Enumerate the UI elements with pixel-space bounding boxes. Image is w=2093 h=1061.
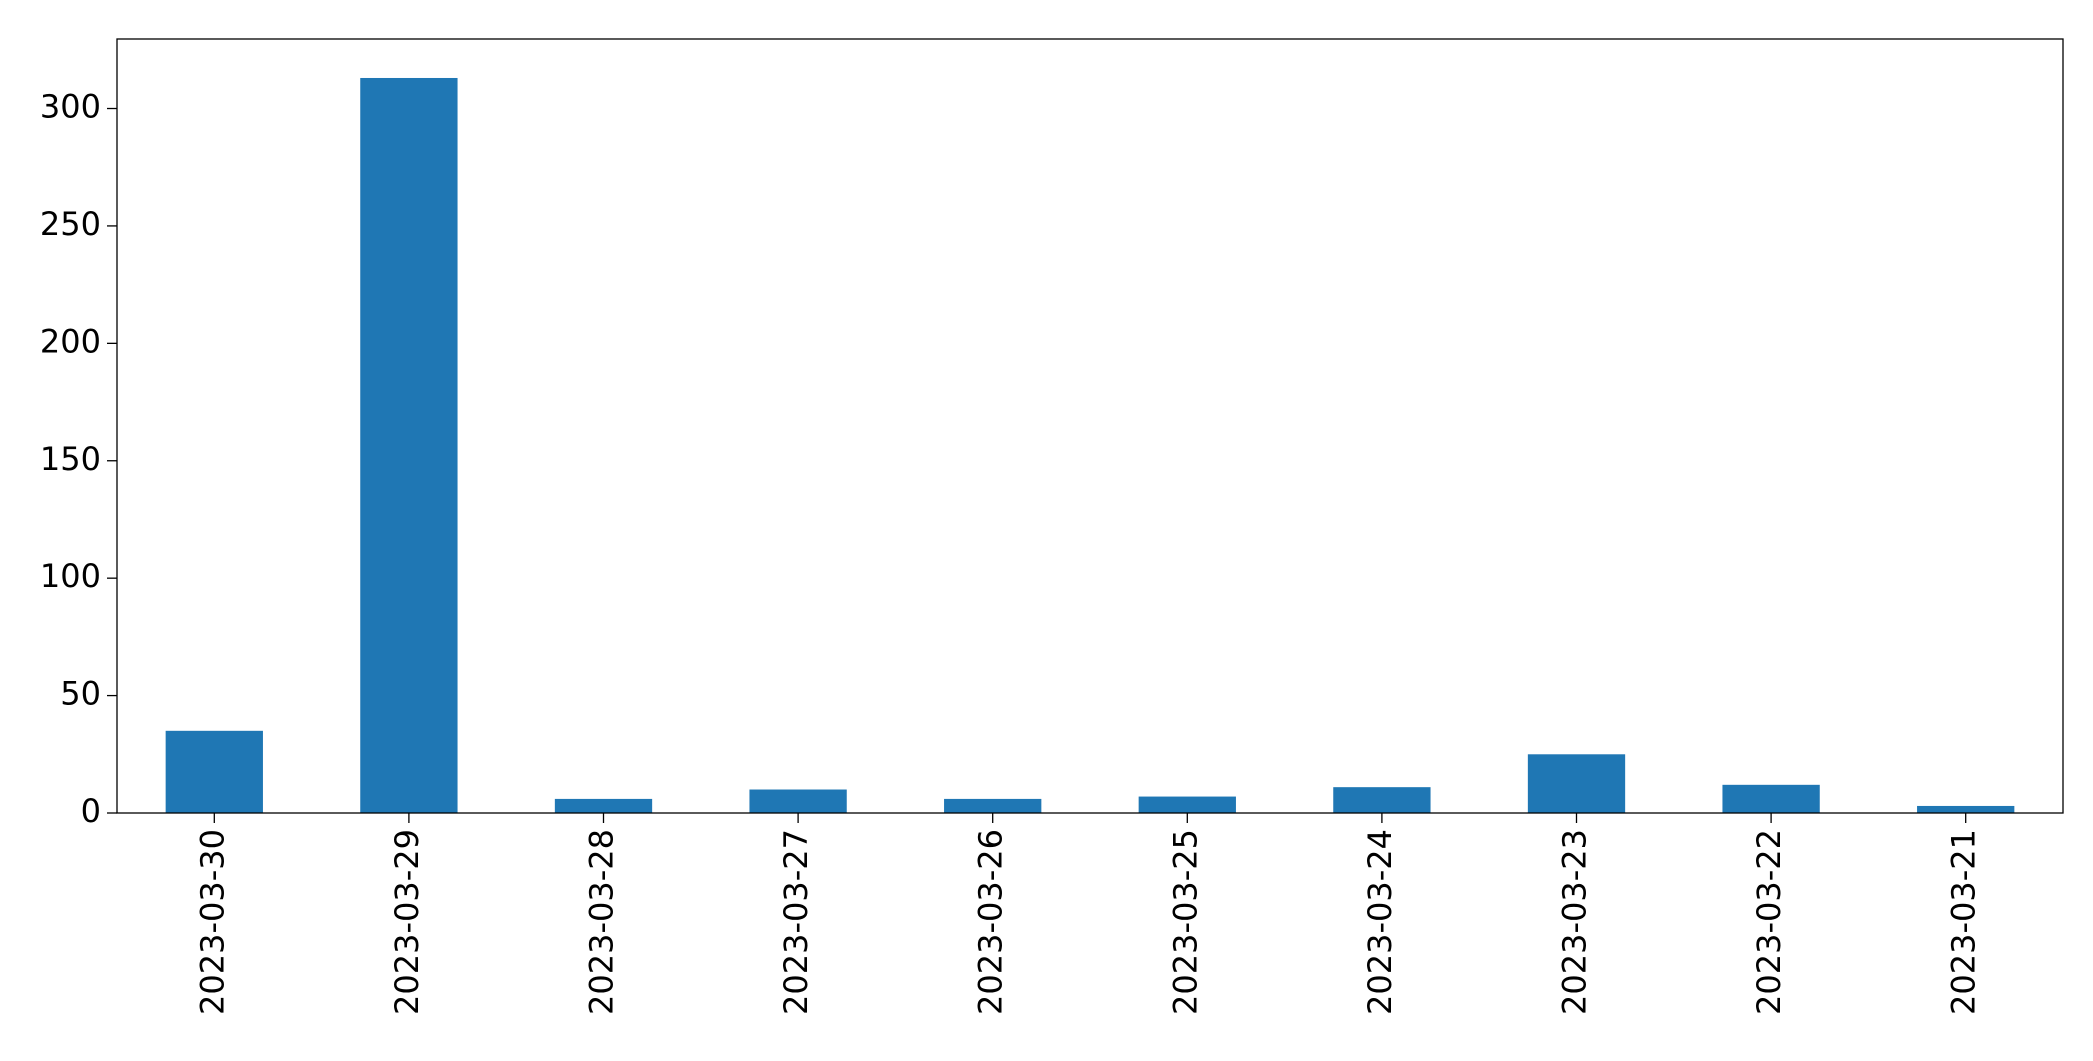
- y-tick-label: 0: [81, 792, 101, 830]
- bar: [360, 77, 458, 813]
- bar: [749, 789, 847, 813]
- bar: [1917, 805, 2015, 813]
- x-tick-label: 2023-03-26: [972, 829, 1010, 1015]
- bar: [554, 798, 653, 813]
- x-tick-label: 2023-03-23: [1556, 829, 1594, 1015]
- bar: [165, 730, 263, 813]
- bar: [1527, 754, 1626, 813]
- x-tick-label: 2023-03-28: [583, 829, 621, 1015]
- bar: [1333, 787, 1431, 813]
- x-tick-label: 2023-03-29: [388, 829, 426, 1015]
- y-tick-label: 200: [40, 322, 101, 360]
- x-tick-label: 2023-03-22: [1750, 829, 1788, 1015]
- x-tick-label: 2023-03-21: [1945, 829, 1983, 1015]
- x-tick-label: 2023-03-25: [1166, 829, 1204, 1015]
- y-tick-label: 100: [40, 557, 101, 595]
- bar: [944, 798, 1042, 813]
- x-tick-label: 2023-03-24: [1361, 829, 1399, 1015]
- x-tick-label: 2023-03-30: [193, 829, 231, 1015]
- plot-frame: [116, 38, 2064, 814]
- x-tick-label: 2023-03-27: [777, 829, 815, 1015]
- bar: [1722, 784, 1820, 813]
- y-tick-label: 250: [40, 205, 101, 243]
- y-tick-label: 150: [40, 440, 101, 478]
- y-tick-label: 300: [40, 88, 101, 126]
- y-tick-label: 50: [60, 675, 101, 713]
- bar: [1138, 796, 1236, 813]
